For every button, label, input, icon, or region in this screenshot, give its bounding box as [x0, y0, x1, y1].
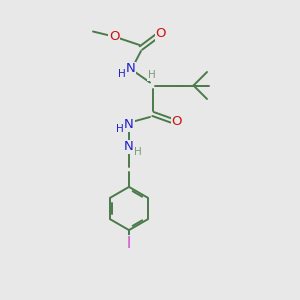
- Text: O: O: [109, 29, 119, 43]
- Text: N: N: [124, 118, 134, 131]
- Text: H: H: [116, 124, 124, 134]
- Text: N: N: [124, 140, 134, 154]
- Text: H: H: [118, 69, 126, 80]
- Text: H: H: [134, 146, 142, 157]
- Text: O: O: [172, 115, 182, 128]
- Text: H: H: [148, 70, 155, 80]
- Text: O: O: [155, 27, 166, 40]
- Text: N: N: [126, 62, 135, 76]
- Text: I: I: [127, 236, 131, 251]
